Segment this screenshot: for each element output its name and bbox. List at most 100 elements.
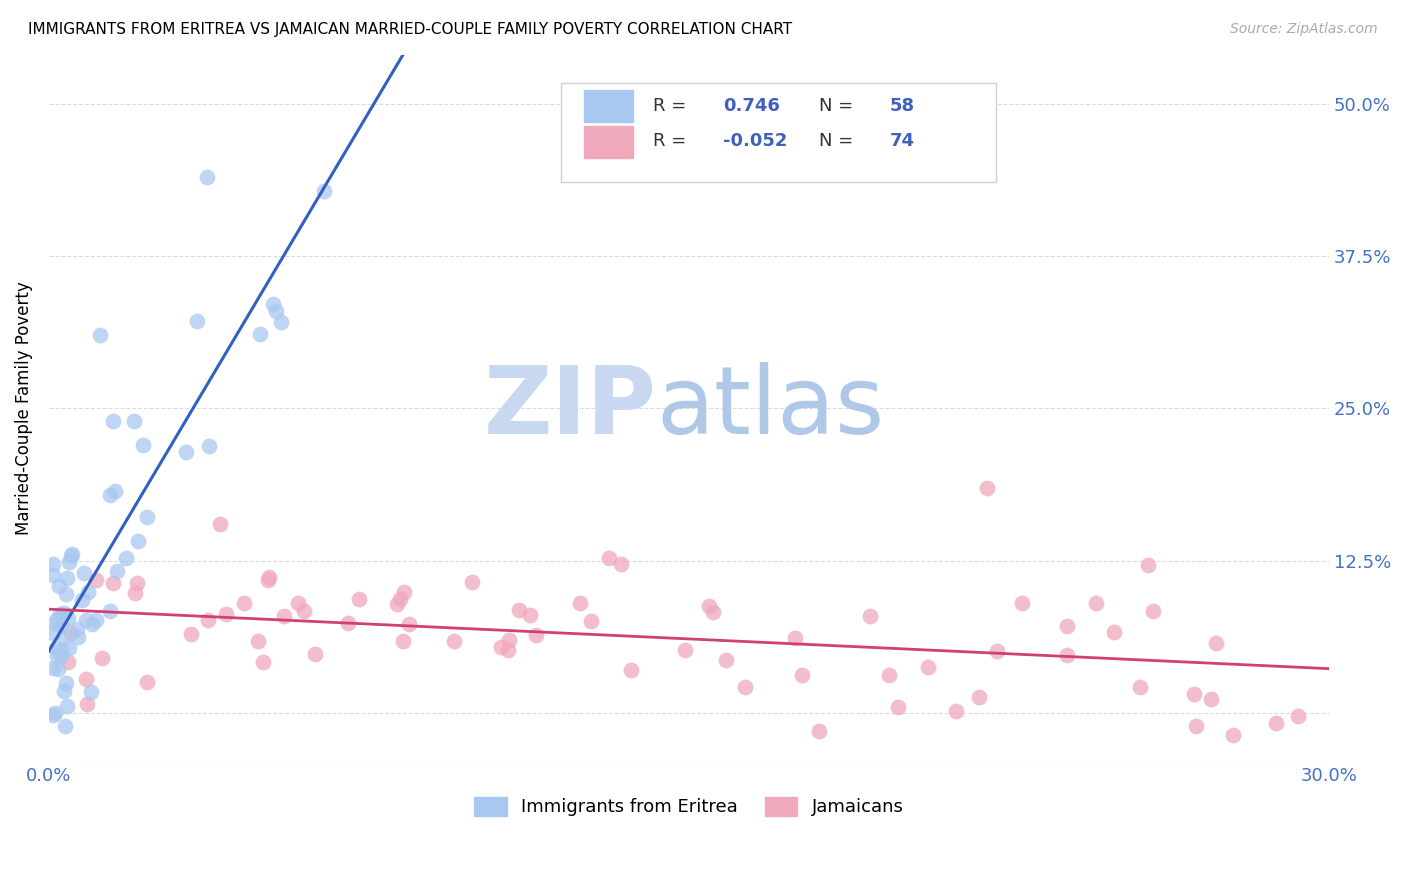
Point	[1056, 619, 1078, 633]
Point	[392, 634, 415, 648]
Point	[808, 724, 831, 739]
Point	[59, 549, 82, 563]
Point	[524, 627, 547, 641]
Point	[887, 700, 910, 714]
Point	[53, 607, 76, 621]
Text: N =: N =	[820, 132, 859, 151]
Point	[273, 608, 295, 623]
Point	[519, 608, 541, 623]
Point	[76, 698, 98, 712]
Point	[262, 297, 284, 311]
Point	[1286, 708, 1309, 723]
Text: atlas: atlas	[657, 362, 886, 454]
Point	[270, 315, 292, 329]
Point	[508, 603, 530, 617]
Point	[66, 622, 89, 636]
FancyBboxPatch shape	[583, 90, 633, 122]
Point	[460, 574, 482, 589]
Text: R =: R =	[652, 132, 692, 151]
Point	[581, 614, 603, 628]
Point	[135, 510, 157, 524]
Point	[76, 672, 98, 686]
Y-axis label: Married-Couple Family Poverty: Married-Couple Family Poverty	[15, 282, 32, 535]
Point	[697, 599, 720, 613]
Point	[98, 488, 121, 502]
Point	[42, 567, 65, 582]
Point	[304, 647, 326, 661]
Point	[55, 676, 77, 690]
Point	[598, 551, 620, 566]
Point	[198, 438, 221, 452]
Point	[734, 680, 756, 694]
Point	[233, 596, 256, 610]
Point	[132, 438, 155, 452]
Text: Source: ZipAtlas.com: Source: ZipAtlas.com	[1230, 22, 1378, 37]
Point	[294, 604, 316, 618]
Point	[42, 558, 65, 572]
Point	[46, 662, 69, 676]
Point	[76, 585, 98, 599]
Point	[45, 641, 67, 656]
Point	[103, 575, 125, 590]
FancyBboxPatch shape	[561, 84, 995, 182]
Point	[790, 667, 813, 681]
Point	[287, 597, 309, 611]
Text: -0.052: -0.052	[724, 132, 787, 151]
Point	[56, 611, 79, 625]
Point	[55, 699, 77, 714]
Point	[90, 651, 112, 665]
Point	[48, 579, 70, 593]
Point	[1182, 687, 1205, 701]
Point	[42, 661, 65, 675]
Point	[256, 574, 278, 588]
Point	[197, 613, 219, 627]
Point	[79, 684, 101, 698]
Point	[498, 643, 520, 657]
Point	[215, 607, 238, 621]
Point	[125, 576, 148, 591]
Point	[44, 706, 66, 720]
Point	[51, 643, 73, 657]
Point	[107, 564, 129, 578]
Point	[84, 613, 107, 627]
Point	[52, 629, 75, 643]
Point	[180, 627, 202, 641]
Text: 0.746: 0.746	[724, 97, 780, 115]
Text: ZIP: ZIP	[484, 362, 657, 454]
Text: 58: 58	[890, 97, 915, 115]
Point	[1102, 624, 1125, 639]
Point	[1205, 636, 1227, 650]
Point	[208, 517, 231, 532]
Text: 74: 74	[890, 132, 915, 151]
Point	[1084, 596, 1107, 610]
Point	[610, 557, 633, 571]
Point	[257, 569, 280, 583]
Point	[673, 642, 696, 657]
Text: R =: R =	[652, 97, 692, 115]
FancyBboxPatch shape	[583, 126, 633, 158]
Point	[46, 649, 69, 664]
Point	[1137, 558, 1160, 572]
Point	[124, 414, 146, 428]
Point	[967, 690, 990, 704]
Text: IMMIGRANTS FROM ERITREA VS JAMAICAN MARRIED-COUPLE FAMILY POVERTY CORRELATION CH: IMMIGRANTS FROM ERITREA VS JAMAICAN MARR…	[28, 22, 792, 37]
Point	[46, 612, 69, 626]
Point	[859, 609, 882, 624]
Point	[73, 566, 96, 580]
Point	[58, 641, 80, 656]
Point	[337, 615, 360, 630]
Legend: Immigrants from Eritrea, Jamaicans: Immigrants from Eritrea, Jamaicans	[474, 797, 904, 816]
Point	[49, 648, 72, 663]
Point	[702, 605, 724, 619]
Point	[1185, 719, 1208, 733]
Point	[385, 598, 408, 612]
Point	[1142, 604, 1164, 618]
Point	[986, 644, 1008, 658]
Point	[716, 653, 738, 667]
Point	[124, 586, 146, 600]
Point	[249, 326, 271, 341]
Point	[42, 626, 65, 640]
Point	[1056, 648, 1078, 662]
Point	[620, 663, 643, 677]
Point	[101, 414, 124, 428]
